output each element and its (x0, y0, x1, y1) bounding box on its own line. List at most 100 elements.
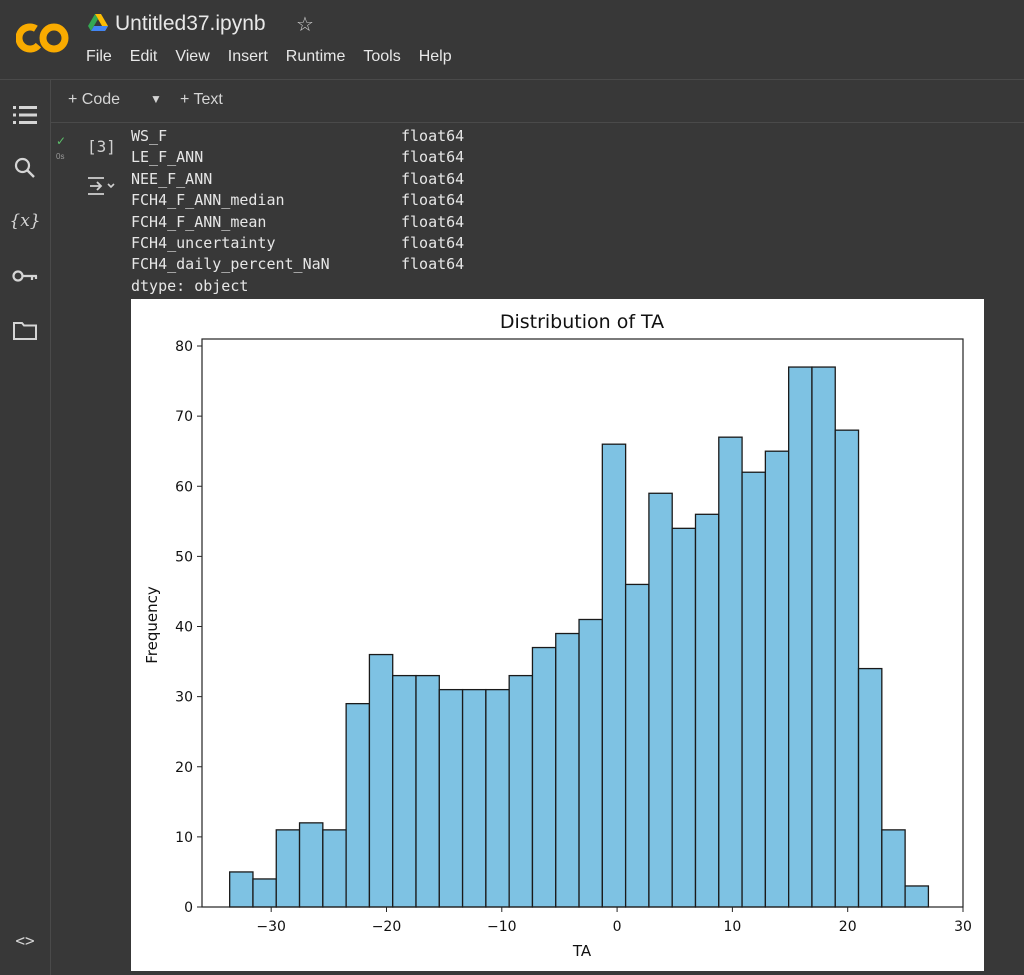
x-tick-label: 30 (954, 919, 972, 935)
histogram-output: Distribution of TA TA Frequency 0 10 20 30 4… (131, 299, 984, 971)
menu-tools[interactable]: Tools (363, 48, 401, 65)
column-dtype: float64 (401, 255, 465, 274)
colab-logo[interactable] (15, 20, 70, 56)
bars-group (229, 366, 930, 908)
x-ticks: −30 −20 −10 0 10 20 30 (256, 907, 972, 935)
column-name: WS_F (131, 127, 168, 145)
folder-icon[interactable] (12, 317, 38, 343)
drive-icon (88, 14, 108, 32)
x-tick-label: −30 (256, 919, 286, 935)
output-row: FCH4_F_ANN_median float64 (131, 190, 464, 211)
histogram-bar (578, 618, 603, 908)
histogram-bar (834, 429, 860, 908)
output-row: WS_F float64 (131, 126, 464, 147)
output-actions-icon[interactable] (86, 175, 116, 197)
y-axis-label: Frequency (143, 586, 161, 664)
y-tick-label: 10 (175, 830, 193, 846)
histogram-bar (788, 366, 813, 908)
x-tick-label: 0 (613, 919, 622, 935)
code-snippets-icon[interactable]: <> (15, 930, 35, 950)
histogram-bar (368, 653, 394, 908)
variables-icon[interactable]: {x} (9, 211, 41, 231)
menu-runtime[interactable]: Runtime (285, 48, 346, 65)
histogram-bar (764, 450, 790, 908)
output-row: FCH4_daily_percent_NaN float64 (131, 254, 464, 275)
chart-title: Distribution of TA (500, 311, 664, 333)
output-row: NEE_F_ANN float64 (131, 169, 464, 190)
histogram-bar (322, 829, 347, 908)
add-text-button[interactable]: + Text (180, 91, 223, 108)
column-dtype: float64 (401, 127, 465, 145)
x-tick-label: 20 (839, 919, 857, 935)
output-row: FCH4_uncertainty float64 (131, 233, 464, 254)
histogram-bar (857, 667, 883, 908)
histogram-bar (718, 436, 743, 908)
y-tick-label: 40 (175, 620, 193, 636)
chevron-down-icon[interactable]: ▼ (150, 92, 162, 106)
search-icon[interactable] (12, 155, 38, 181)
output-row: LE_F_ANN float64 (131, 147, 464, 168)
y-tick-label: 70 (175, 409, 193, 425)
histogram-bar (392, 674, 417, 908)
histogram-bar (345, 702, 371, 908)
histogram-bar (438, 688, 464, 908)
x-tick-label: −10 (487, 919, 517, 935)
table-of-contents-icon[interactable] (12, 102, 38, 128)
menu-file[interactable]: File (86, 48, 112, 65)
histogram-bar (624, 583, 650, 908)
x-axis-label: TA (572, 942, 592, 960)
histogram-bar (904, 885, 930, 908)
column-dtype: float64 (401, 169, 465, 188)
execution-count[interactable]: [3] (87, 137, 116, 156)
menu-edit[interactable]: Edit (129, 48, 158, 65)
histogram-bar (298, 822, 324, 908)
histogram-bar (252, 878, 277, 908)
dtype-line: dtype: object (131, 276, 249, 295)
add-code-button[interactable]: + Code (68, 91, 121, 108)
histogram-bar (694, 513, 720, 908)
column-name: FCH4_uncertainty (131, 233, 276, 252)
histogram-chart: Distribution of TA TA Frequency 0 10 20 30 4… (143, 311, 972, 960)
output-row: FCH4_F_ANN_mean float64 (131, 212, 464, 233)
column-dtype: float64 (401, 191, 465, 210)
menu-insert[interactable]: Insert (227, 48, 268, 65)
column-dtype: float64 (401, 212, 465, 231)
notebook-title[interactable]: Untitled37.ipynb (115, 12, 266, 35)
top-bar: Untitled37.ipynb ☆ File Edit View Insert… (0, 0, 1024, 78)
menu-view[interactable]: View (175, 48, 210, 65)
cell-output-text: WS_F float64 LE_F_ANN float64 NEE_F_ANN flo… (131, 126, 464, 297)
histogram-bar (555, 632, 580, 908)
histogram-bar (811, 366, 836, 908)
menu-help[interactable]: Help (418, 48, 452, 65)
column-dtype: float64 (401, 233, 465, 252)
histogram-bar (461, 688, 487, 908)
cell-run-status: ✓ 0s (54, 134, 70, 166)
x-tick-label: −20 (372, 919, 402, 935)
y-tick-label: 30 (175, 690, 193, 706)
menu-bar: File Edit View Insert Runtime Tools Help (86, 48, 470, 66)
key-icon[interactable] (12, 263, 38, 289)
left-sidebar: {x} <> (0, 80, 51, 975)
y-tick-label: 20 (175, 760, 193, 776)
divider (0, 79, 1024, 80)
histogram-bar (601, 443, 627, 908)
column-name: FCH4_daily_percent_NaN (131, 255, 330, 274)
column-dtype: float64 (401, 148, 465, 167)
histogram-bar (508, 674, 534, 908)
column-name: NEE_F_ANN (131, 169, 213, 188)
column-name: FCH4_F_ANN_mean (131, 212, 267, 231)
y-tick-label: 80 (175, 339, 193, 355)
y-ticks: 0 10 20 30 40 50 60 70 80 (175, 339, 202, 916)
column-name: LE_F_ANN (131, 148, 204, 167)
notebook-toolbar: + Code ▼ + Text (50, 80, 1024, 123)
histogram-bar (648, 492, 673, 908)
histogram-bar (881, 829, 906, 908)
y-tick-label: 60 (175, 479, 193, 495)
histogram-bar (229, 871, 254, 908)
y-tick-label: 50 (175, 549, 193, 565)
check-icon: ✓ (56, 134, 67, 148)
histogram-bar (671, 527, 697, 908)
histogram-bar (531, 646, 557, 908)
star-icon[interactable]: ☆ (296, 14, 314, 36)
x-tick-label: 10 (723, 919, 741, 935)
